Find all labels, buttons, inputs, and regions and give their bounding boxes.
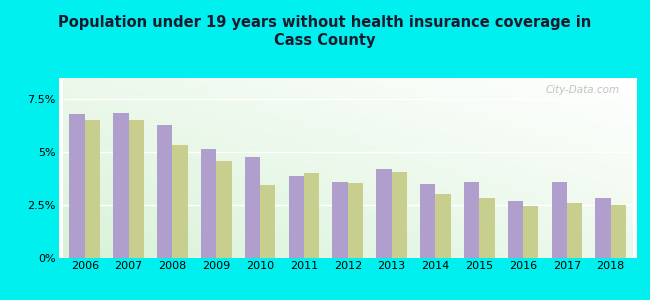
Bar [436,194,450,258]
Bar [508,201,523,258]
Bar [201,149,216,258]
Text: Population under 19 years without health insurance coverage in
Cass County: Population under 19 years without health… [58,15,592,48]
Bar [348,183,363,258]
Bar [552,182,567,258]
Bar [391,172,407,258]
Bar [113,113,129,258]
Bar [376,169,391,258]
Bar [523,206,538,258]
Bar [464,182,479,258]
Bar [304,173,319,258]
Text: City-Data.com: City-Data.com [545,85,619,95]
Bar [157,124,172,258]
Bar [567,203,582,258]
Bar [289,176,304,258]
Bar [84,120,100,258]
Bar [420,184,436,258]
Bar [129,120,144,258]
Bar [595,198,611,258]
Bar [245,158,260,258]
Bar [70,114,84,258]
Bar [479,198,495,258]
Bar [332,182,348,258]
Bar [611,205,626,258]
Bar [260,185,276,258]
Bar [172,145,188,258]
Bar [216,160,231,258]
